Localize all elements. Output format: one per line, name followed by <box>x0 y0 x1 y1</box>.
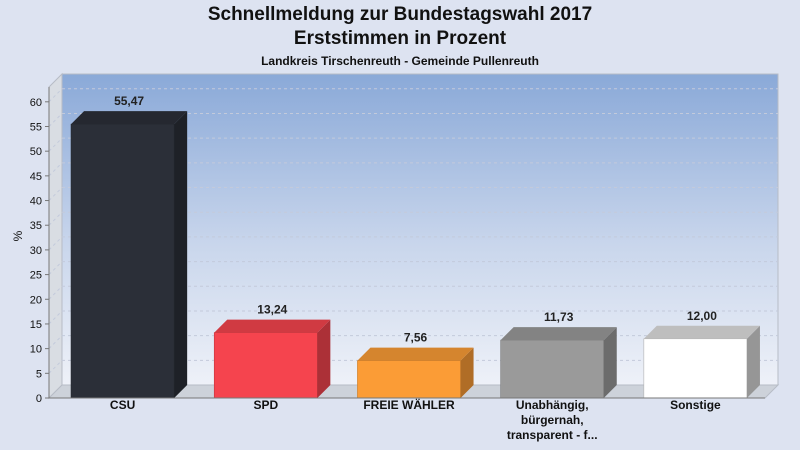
y-tick-label: 20 <box>30 294 42 306</box>
chart-title-line2: Erststimmen in Prozent <box>293 28 507 49</box>
bar-front <box>357 360 461 399</box>
y-tick-label: 30 <box>30 245 42 257</box>
x-tick-label: FREIE WÄHLER <box>363 397 455 412</box>
chart-subtitle: Landkreis Tirschenreuth - Gemeinde Pulle… <box>261 54 539 68</box>
bar-front <box>500 339 605 399</box>
bar: 13,24 <box>213 303 331 399</box>
bar-side <box>603 327 617 398</box>
y-tick-label: 5 <box>36 368 42 380</box>
bar-value-label: 55,47 <box>114 94 144 108</box>
y-tick-label: 45 <box>30 171 42 183</box>
x-axis: CSU SPD FREIE WÄHLER Unabhängig,bürgernah,t… <box>49 397 765 442</box>
bar-front <box>213 332 318 399</box>
bar: 11,73 <box>500 310 617 399</box>
y-tick-label: 35 <box>30 220 42 232</box>
bar-side <box>317 319 331 398</box>
bar-front <box>70 123 175 399</box>
y-tick-label: 10 <box>30 344 42 356</box>
bar-top <box>71 111 188 125</box>
bar: 55,47 <box>70 94 188 399</box>
bar-side <box>746 325 760 398</box>
plot-side-wall <box>48 72 63 400</box>
x-tick-label: transparent - f... <box>507 428 598 442</box>
y-tick-label: 25 <box>30 270 42 282</box>
bar: 12,00 <box>643 309 760 399</box>
y-tick-label: 40 <box>30 196 42 208</box>
bar-top <box>357 347 474 361</box>
chart-title-line1: Schnellmeldung zur Bundestagswahl 2017 <box>207 4 593 25</box>
bar-top <box>214 319 331 333</box>
bar: 7,56 <box>357 331 474 399</box>
x-tick-label: Unabhängig, <box>516 398 589 412</box>
x-tick-label: SPD <box>253 398 278 412</box>
bar-value-label: 7,56 <box>404 331 428 345</box>
bar-side <box>174 111 188 398</box>
bar-value-label: 13,24 <box>257 303 287 317</box>
y-axis: 0 5 10 15 20 25 30 35 40 45 50 55 60% <box>11 87 50 405</box>
y-tick-label: 60 <box>30 97 42 109</box>
bar-top <box>643 325 760 339</box>
y-axis-label: % <box>11 230 25 241</box>
y-tick-label: 0 <box>36 393 42 405</box>
y-tick-label: 15 <box>30 319 42 331</box>
y-tick-label: 50 <box>30 146 42 158</box>
x-tick-label: bürgernah, <box>521 413 584 427</box>
x-tick-label: CSU <box>110 398 135 412</box>
bar-value-label: 11,73 <box>544 310 574 324</box>
bar-side <box>460 347 474 398</box>
bar-front <box>643 338 748 399</box>
bar-top <box>500 327 617 341</box>
bar-value-label: 12,00 <box>687 309 717 323</box>
y-tick-label: 55 <box>30 121 42 133</box>
bars: 55,47 13,24 7,56 11,73 12,00 <box>70 94 760 399</box>
x-tick-label: Sonstige <box>670 398 721 412</box>
